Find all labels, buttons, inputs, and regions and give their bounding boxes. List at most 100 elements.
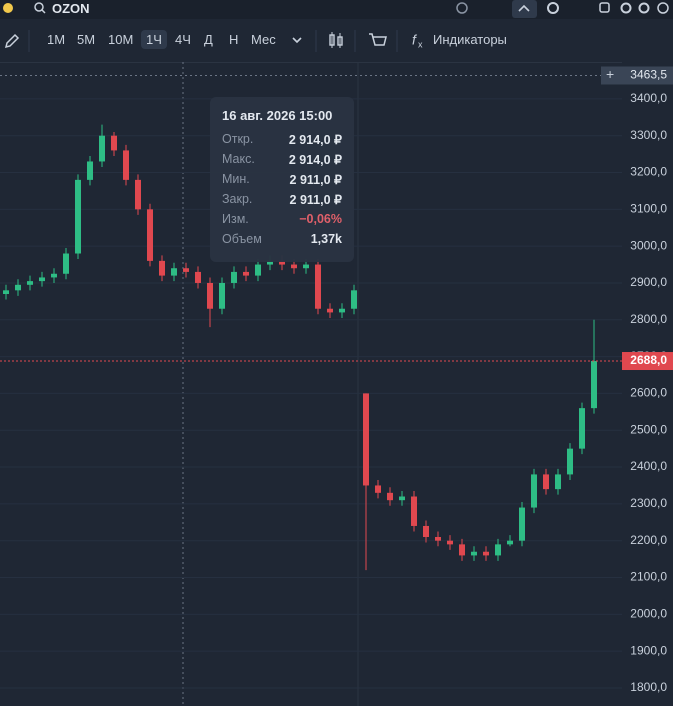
candle-body	[51, 273, 57, 278]
y-tick-label: 2600,0	[630, 386, 667, 400]
tooltip-label: Изм.	[222, 212, 249, 226]
y-tick-label: 2900,0	[630, 275, 667, 289]
candle-body	[3, 290, 9, 295]
indicators-button[interactable]: Индикаторы	[433, 32, 507, 47]
interval-button[interactable]: 4Ч	[175, 32, 191, 47]
y-tick-label: 1900,0	[630, 643, 667, 657]
candle-body	[495, 544, 501, 556]
y-tick-label: 3400,0	[630, 91, 667, 105]
candle-body	[27, 281, 33, 285]
y-tick-label: 3300,0	[630, 128, 667, 142]
tooltip-label: Макс.	[222, 152, 255, 166]
tooltip-date: 16 авг. 2026 15:00	[222, 108, 333, 123]
candle-body	[567, 448, 573, 475]
tooltip-label: Объем	[222, 232, 262, 246]
tooltip-label: Мин.	[222, 172, 250, 186]
last-price-tag	[622, 352, 673, 371]
candle-body	[303, 264, 309, 269]
candle-body	[363, 393, 369, 486]
interval-button[interactable]: 1Ч	[141, 30, 167, 49]
tooltip-value: 2 911,0 ₽	[289, 193, 342, 207]
candle-body	[447, 540, 453, 545]
candle-body	[255, 264, 261, 276]
candle-body	[87, 161, 93, 180]
candle-body	[327, 308, 333, 313]
candle-body	[555, 474, 561, 490]
y-tick-label: 2500,0	[630, 422, 667, 436]
y-tick-label: 2200,0	[630, 533, 667, 547]
candle-body	[351, 290, 357, 309]
candle-body	[267, 260, 273, 265]
candle-body	[75, 179, 81, 254]
candle-body	[147, 209, 153, 261]
candle-body	[591, 361, 597, 409]
candle-body	[519, 507, 525, 541]
candle-body	[39, 277, 45, 282]
candle-body	[171, 268, 177, 276]
svg-text:f: f	[412, 32, 418, 48]
crosshair-price-label: 3463,5	[630, 68, 667, 82]
y-tick-label: 2000,0	[630, 606, 667, 620]
candle-body	[123, 150, 129, 180]
candle-body	[339, 308, 345, 313]
y-tick-label: 2100,0	[630, 570, 667, 584]
candle-body	[423, 525, 429, 538]
tooltip-value: 2 914,0 ₽	[288, 133, 342, 147]
candle-body	[483, 551, 489, 556]
candle-body	[195, 271, 201, 283]
candle-body	[507, 540, 513, 545]
last-price-label: 2688,0	[630, 353, 667, 367]
top-icons	[3, 0, 669, 18]
candle-body	[219, 282, 225, 309]
candle-body	[243, 271, 249, 276]
y-tick-label: 2400,0	[630, 459, 667, 473]
crosshair-add-button[interactable]: +	[606, 66, 614, 82]
candle-body	[111, 135, 117, 151]
tooltip-value: 2 914,0 ₽	[288, 153, 342, 167]
candle-body	[63, 253, 69, 274]
y-tick-label: 3100,0	[630, 201, 667, 215]
tooltip-value: 2 911,0 ₽	[289, 173, 342, 187]
y-tick-label: 3200,0	[630, 165, 667, 179]
candle-body	[231, 271, 237, 283]
interval-button[interactable]: Мес	[251, 32, 276, 47]
candle-body	[459, 544, 465, 556]
y-tick-label: 1800,0	[630, 680, 667, 694]
candle-body	[135, 179, 141, 210]
interval-button[interactable]: 10М	[108, 32, 134, 47]
candle-body	[411, 496, 417, 526]
svg-text:x: x	[418, 39, 423, 49]
y-tick-label: 2800,0	[630, 312, 667, 326]
candle-body	[543, 474, 549, 490]
candle-body	[531, 474, 537, 508]
candle-body	[15, 284, 21, 291]
tooltip-value: 1,37k	[310, 232, 342, 246]
candle-body	[435, 537, 441, 541]
interval-button[interactable]: 1М	[47, 32, 66, 47]
candle-body	[315, 264, 321, 309]
candle-body	[99, 135, 105, 162]
candle-body	[579, 408, 585, 449]
interval-button[interactable]: Н	[229, 32, 239, 47]
candle-body	[387, 492, 393, 501]
y-tick-label: 3000,0	[630, 238, 667, 252]
candle-body	[207, 282, 213, 309]
interval-button[interactable]: 5М	[77, 32, 96, 47]
tooltip-value: −0,06%	[299, 212, 342, 226]
chart: 1800,0 1900,0 2000,0 2100,0 2200,0 2300,0 2400…	[0, 62, 673, 706]
candle-body	[471, 551, 477, 556]
candle-body	[279, 260, 285, 265]
y-tick-label: 2300,0	[630, 496, 667, 510]
interval-button[interactable]: Д	[204, 32, 213, 47]
tooltip-label: Откр.	[222, 132, 254, 146]
tooltip: 16 авг. 2026 15:00 Откр. 2 914,0 ₽ Макс. 2 …	[210, 97, 354, 262]
candle-body	[183, 268, 189, 272]
candle-body	[291, 264, 297, 269]
candle-body	[375, 485, 381, 493]
ticker[interactable]: OZON	[52, 1, 90, 16]
price-axis	[622, 62, 673, 706]
tooltip-label: Закр.	[222, 192, 253, 206]
